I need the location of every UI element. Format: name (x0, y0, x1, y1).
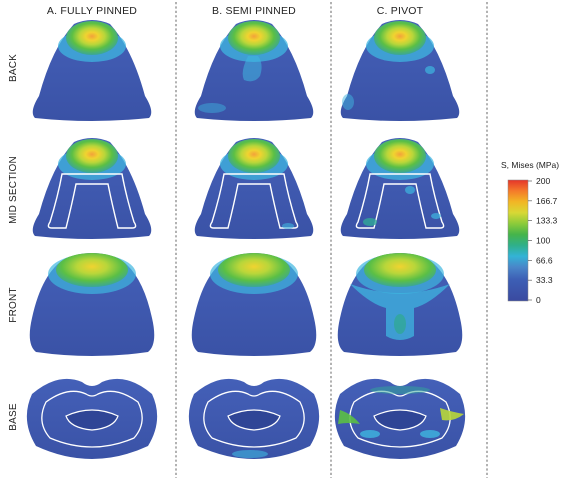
stress-patch (420, 430, 440, 438)
legend-tick-label: 100 (536, 236, 550, 246)
panel-back-fully-pinned (32, 20, 152, 121)
panel-back-pivot (340, 20, 460, 121)
row-title-mid-section: MID SECTION (8, 156, 19, 224)
panel-front-fully-pinned (29, 253, 155, 356)
panel-mid-section-fully-pinned (32, 138, 152, 239)
legend-tick-label: 200 (536, 176, 550, 186)
legend-tick-label: 33.3 (536, 275, 553, 285)
stress-legend: S, Mises (MPa) 200 166.7 133.3 100 66.6 33.3 0 (501, 160, 559, 305)
legend-colorbar (507, 179, 529, 302)
stress-patch (242, 56, 262, 82)
stress-hotspot (56, 253, 128, 287)
stress-patch (232, 450, 268, 458)
stress-patch (350, 284, 450, 340)
section-outline (355, 173, 445, 229)
stress-patch (405, 186, 415, 194)
row-title-front: FRONT (8, 287, 19, 322)
legend-tick-label: 0 (536, 295, 541, 305)
panel-base-fully-pinned (26, 378, 158, 459)
inner-outline (373, 409, 427, 431)
stress-panels (26, 20, 466, 459)
stress-hotspot (228, 139, 280, 173)
panel-front-pivot (337, 253, 463, 356)
stress-hotspot (228, 21, 280, 55)
column-title-semi-pinned: B. SEMI PINNED (212, 5, 296, 17)
panel-base-pivot (334, 378, 466, 459)
stress-hotspot (218, 253, 290, 287)
legend-title: S, Mises (MPa) (501, 160, 559, 170)
section-outline (203, 390, 305, 448)
stress-patch (360, 430, 380, 438)
inner-outline (65, 409, 119, 431)
panel-back-semi-pinned (194, 20, 314, 121)
stress-patch (342, 94, 354, 110)
stress-patch (198, 103, 226, 113)
column-title-pivot: C. PIVOT (377, 5, 424, 17)
stress-patch (363, 218, 377, 226)
panel-base-semi-pinned (188, 378, 320, 459)
section-outline (349, 390, 451, 448)
legend-tick-label: 166.7 (536, 196, 558, 206)
stress-patch (338, 410, 360, 424)
legend-tick-label: 133.3 (536, 216, 558, 226)
column-title-fully-pinned: A. FULLY PINNED (47, 5, 137, 17)
panel-mid-section-pivot (340, 138, 460, 239)
row-title-back: BACK (8, 54, 19, 82)
row-title-base: BASE (8, 403, 19, 431)
stress-patch (431, 213, 441, 219)
stress-hotspot (374, 21, 426, 55)
stress-patch (394, 314, 406, 334)
inner-outline (227, 409, 281, 431)
panel-mid-section-semi-pinned (194, 138, 314, 239)
stress-hotspot (374, 139, 426, 173)
section-outline (209, 173, 299, 229)
panel-front-semi-pinned (191, 253, 317, 356)
legend-tick-label: 66.6 (536, 255, 553, 265)
stress-patch (282, 223, 294, 229)
stress-patch (440, 408, 464, 421)
section-outline (41, 390, 143, 448)
section-outline (47, 173, 137, 229)
stress-hotspot (66, 21, 118, 55)
stress-hotspot (66, 139, 118, 173)
stress-patch (370, 386, 430, 394)
stress-patch (425, 66, 435, 74)
stress-hotspot (364, 253, 436, 287)
